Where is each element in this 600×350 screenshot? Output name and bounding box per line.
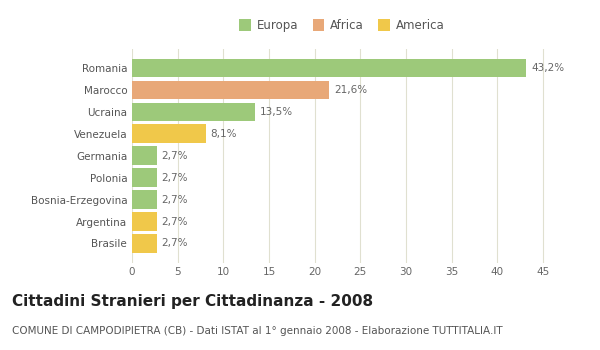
Bar (132, 103, 255, 121)
Bar (132, 59, 526, 77)
Text: COMUNE DI CAMPODIPIETRA (CB) - Dati ISTAT al 1° gennaio 2008 - Elaborazione TUTT: COMUNE DI CAMPODIPIETRA (CB) - Dati ISTA… (12, 326, 503, 336)
Bar (132, 190, 157, 209)
Text: Cittadini Stranieri per Cittadinanza - 2008: Cittadini Stranieri per Cittadinanza - 2… (12, 294, 373, 309)
Bar (132, 234, 157, 253)
Text: 8,1%: 8,1% (211, 129, 237, 139)
Bar (132, 168, 157, 187)
Text: 21,6%: 21,6% (334, 85, 367, 95)
Text: 13,5%: 13,5% (260, 107, 293, 117)
Bar (132, 146, 157, 165)
Text: 2,7%: 2,7% (161, 217, 188, 226)
Text: 2,7%: 2,7% (161, 173, 188, 183)
Text: 2,7%: 2,7% (161, 195, 188, 205)
Text: 43,2%: 43,2% (531, 63, 564, 73)
Bar (132, 125, 206, 143)
Legend: Europa, Africa, America: Europa, Africa, America (237, 17, 447, 35)
Bar (132, 80, 329, 99)
Text: 2,7%: 2,7% (161, 151, 188, 161)
Bar (132, 212, 157, 231)
Text: 2,7%: 2,7% (161, 238, 188, 248)
